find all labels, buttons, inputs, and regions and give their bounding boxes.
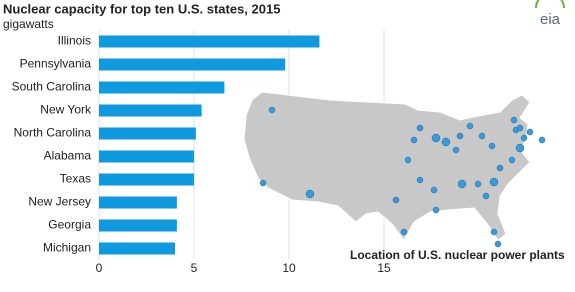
y-tick-label: Illinois	[58, 34, 91, 48]
bar	[99, 127, 196, 140]
logo-text: eia	[540, 11, 561, 28]
logo: eia	[535, 0, 565, 28]
x-tick-label: 0	[96, 261, 103, 275]
x-tick-label: 5	[191, 261, 198, 275]
y-tick-label: Texas	[60, 172, 91, 186]
bar	[99, 35, 320, 48]
bar	[99, 242, 175, 255]
bar	[99, 173, 194, 186]
y-tick-label: New Jersey	[28, 195, 91, 209]
y-tick-label: Michigan	[43, 241, 91, 255]
y-tick-label: Pennsylvania	[20, 57, 92, 71]
bar	[99, 150, 194, 163]
chart-title: Nuclear capacity for top ten U.S. states…	[3, 1, 280, 16]
bar	[99, 104, 202, 117]
bar	[99, 219, 177, 232]
x-tick-label: 10	[282, 261, 296, 275]
us-map	[243, 91, 546, 248]
y-tick-label: North Carolina	[14, 126, 92, 140]
x-tick-label: 15	[377, 261, 391, 275]
y-tick-label: South Carolina	[12, 80, 92, 94]
y-tick-label: Alabama	[44, 149, 92, 163]
bar	[99, 58, 286, 71]
annotation: Location of U.S. nuclear power plants	[350, 248, 565, 262]
bar	[99, 196, 177, 209]
y-tick-label: New York	[40, 103, 92, 117]
chart-subtitle: gigawatts	[3, 17, 54, 31]
y-tick-label: Georgia	[48, 218, 91, 232]
bar	[99, 81, 225, 94]
